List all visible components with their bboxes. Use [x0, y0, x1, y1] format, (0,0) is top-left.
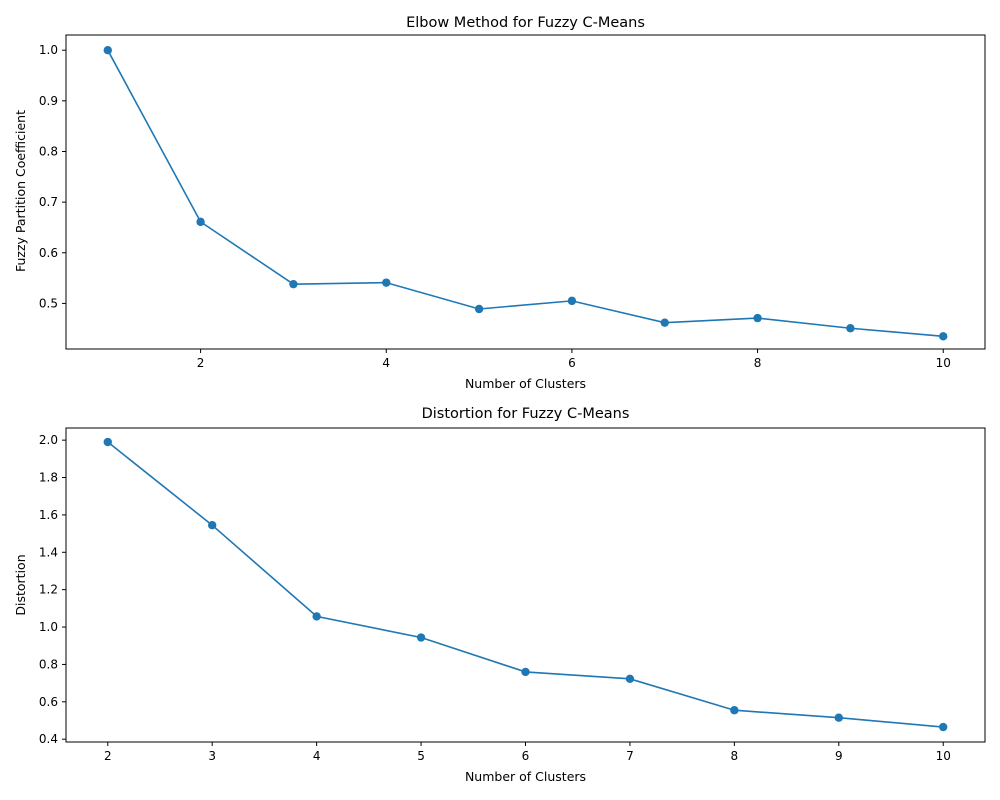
x-axis-label: Number of Clusters — [465, 769, 586, 784]
x-tick-label: 2 — [197, 356, 205, 370]
y-tick-label: 1.0 — [39, 43, 58, 57]
data-point — [289, 279, 298, 289]
data-point — [474, 304, 484, 314]
x-tick-label: 8 — [754, 356, 762, 370]
x-axis-label: Number of Clusters — [465, 376, 586, 391]
data-point — [846, 324, 855, 333]
data-point — [382, 278, 391, 287]
data-point — [660, 318, 669, 327]
data-point — [939, 722, 948, 732]
y-axis-label: Fuzzy Partition Coefficient — [13, 110, 28, 272]
x-tick-label: 2 — [104, 749, 112, 763]
x-tick-label: 9 — [835, 749, 843, 763]
data-point — [567, 296, 577, 306]
series-line — [107, 441, 944, 728]
y-tick-label: 1.2 — [39, 583, 58, 597]
y-tick-label: 1.8 — [39, 471, 58, 485]
x-tick-label: 8 — [731, 749, 739, 763]
data-point — [625, 674, 635, 684]
x-tick-label: 10 — [936, 356, 951, 370]
y-tick-label: 0.8 — [39, 657, 58, 671]
y-axis-label: Distortion — [13, 554, 28, 615]
x-tick-label: 3 — [208, 749, 216, 763]
chart-title: Elbow Method for Fuzzy C-Means — [406, 15, 645, 31]
y-tick-label: 0.9 — [39, 94, 58, 108]
data-point — [208, 520, 217, 530]
elbow-chart: Elbow Method for Fuzzy C-Means Number of… — [13, 15, 986, 391]
chart-title: Distortion for Fuzzy C-Means — [422, 406, 630, 422]
plot-frame — [65, 34, 986, 350]
y-tick-label: 0.5 — [39, 296, 58, 310]
y-tick-label: 0.7 — [39, 195, 58, 209]
y-tick-label: 0.8 — [39, 144, 58, 158]
x-tick-label: 6 — [522, 749, 530, 763]
y-tick-label: 1.4 — [39, 545, 58, 559]
data-point — [103, 45, 112, 55]
x-tick-label: 5 — [417, 749, 425, 763]
data-point — [196, 217, 205, 227]
data-point — [939, 332, 948, 341]
x-tick-label: 4 — [313, 749, 321, 763]
x-tick-label: 10 — [936, 749, 951, 763]
y-tick-label: 0.4 — [39, 732, 58, 746]
data-point — [730, 706, 739, 715]
plot-frame — [65, 427, 986, 743]
data-point — [103, 437, 112, 447]
data-point — [521, 667, 530, 677]
data-point — [834, 713, 843, 722]
series-line — [107, 49, 944, 338]
x-tick-label: 4 — [382, 356, 390, 370]
distortion-chart: Distortion for Fuzzy C-Means Number of C… — [13, 406, 986, 784]
data-point — [753, 313, 762, 323]
y-tick-label: 0.6 — [39, 695, 58, 709]
y-tick-label: 1.6 — [39, 508, 58, 522]
y-tick-label: 1.0 — [39, 620, 58, 634]
x-tick-label: 6 — [568, 356, 576, 370]
x-tick-label: 7 — [626, 749, 634, 763]
y-tick-label: 0.6 — [39, 246, 58, 260]
data-point — [312, 612, 321, 621]
data-point — [416, 633, 426, 642]
y-tick-label: 2.0 — [39, 433, 58, 447]
